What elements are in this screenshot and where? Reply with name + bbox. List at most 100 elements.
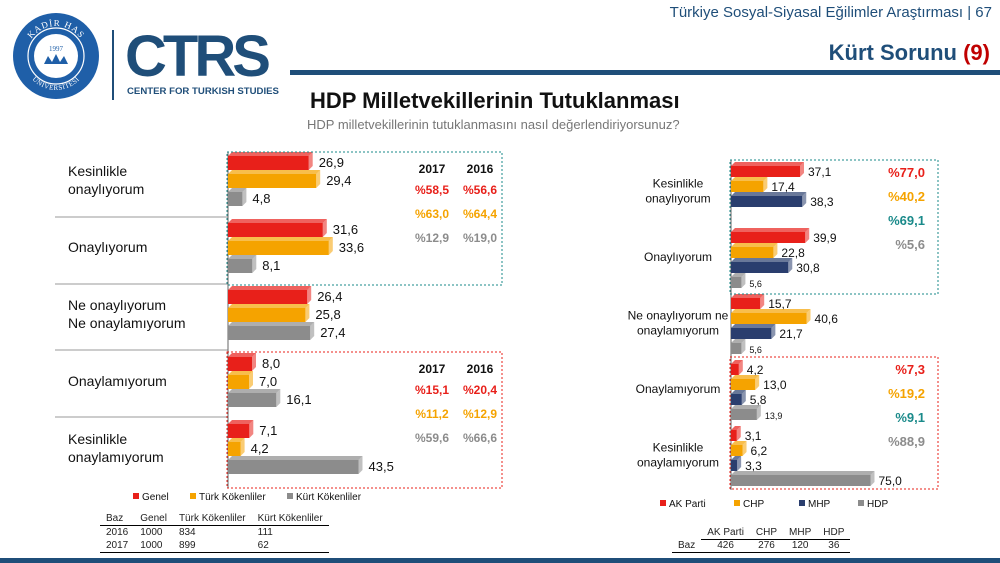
- category-label: Kesinlikle: [68, 431, 127, 447]
- bar-front-face: [731, 166, 801, 177]
- data-label: 4,2: [251, 441, 269, 456]
- bar-front-face: [731, 247, 774, 258]
- summary-year: 2017: [419, 162, 446, 176]
- base-cell: 2016: [106, 527, 129, 538]
- data-label: 27,4: [320, 325, 345, 340]
- base-cell: 1000: [134, 539, 173, 553]
- survey-question: HDP milletvekillerinin tutuklanmasını na…: [307, 117, 680, 132]
- legend-swatch: [287, 493, 293, 499]
- bar-front-face: [731, 409, 757, 420]
- bar-chp: [731, 309, 811, 324]
- bar-kürt-kökenliler: [228, 255, 257, 273]
- bar-front-face: [228, 308, 306, 322]
- summary-value: %40,2: [888, 189, 925, 204]
- bar-side-face: [760, 294, 765, 309]
- bar-side-face: [756, 405, 761, 420]
- bar-side-face: [805, 228, 810, 243]
- summary-box: [729, 159, 939, 295]
- bar-top-face: [228, 389, 281, 393]
- base-header-col: MHP: [783, 527, 818, 540]
- base-cell: 62: [251, 539, 329, 553]
- bar-top-face: [731, 294, 765, 298]
- bar-chp: [731, 177, 768, 192]
- bar-front-face: [228, 241, 329, 255]
- bar-top-face: [228, 438, 245, 442]
- bar-side-face: [788, 258, 793, 273]
- summary-value: %15,1: [415, 383, 449, 397]
- section-title-text: Kürt Sorunu: [828, 40, 957, 65]
- data-label: 43,5: [369, 459, 394, 474]
- data-label: 26,9: [319, 155, 344, 170]
- data-label: 37,1: [808, 165, 832, 179]
- data-label: 5,8: [750, 393, 767, 407]
- bar-top-face: [731, 360, 743, 364]
- summary-value: %19,0: [463, 231, 497, 245]
- bar-front-face: [731, 262, 789, 273]
- bar-kürt-kökenliler: [228, 322, 315, 340]
- bar-kürt-kökenliler: [228, 389, 281, 407]
- bar-side-face: [800, 162, 805, 177]
- bar-front-face: [731, 364, 739, 375]
- bar-front-face: [228, 290, 308, 304]
- category-label: Onaylamıyorum: [636, 382, 721, 396]
- chart-title: HDP Milletvekillerinin Tutuklanması: [310, 88, 680, 113]
- bar-top-face: [228, 255, 257, 259]
- category-label: Ne onaylıyorum ne: [628, 309, 729, 323]
- bar-hdp: [731, 339, 746, 354]
- bar-top-face: [228, 152, 313, 156]
- bar-top-face: [731, 192, 807, 196]
- bar-side-face: [741, 390, 746, 405]
- bar-side-face: [322, 219, 327, 237]
- bar-front-face: [731, 445, 743, 456]
- category-label: onaylamıyorum: [68, 449, 164, 465]
- bar-side-face: [240, 438, 245, 456]
- data-label: 29,4: [326, 173, 351, 188]
- category-label: Onaylıyorum: [644, 250, 712, 264]
- data-label: 13,9: [765, 411, 783, 421]
- base-cell: 2017: [100, 539, 135, 553]
- bar-hdp: [731, 405, 761, 420]
- bar-top-face: [228, 188, 247, 192]
- bar-top-face: [731, 405, 761, 409]
- data-label: 26,4: [317, 289, 342, 304]
- summary-value: %77,0: [888, 165, 925, 180]
- bar-side-face: [242, 188, 247, 206]
- bar-side-face: [308, 152, 313, 170]
- bar-front-face: [731, 328, 772, 339]
- bar-top-face: [228, 371, 253, 375]
- bar-side-face: [310, 322, 315, 340]
- bar-top-face: [731, 243, 778, 247]
- bar-front-face: [731, 343, 742, 354]
- bar-side-face: [249, 420, 254, 438]
- data-label: 40,6: [815, 312, 839, 326]
- category-label: onaylıyorum: [68, 181, 144, 197]
- data-label: 4,8: [252, 191, 270, 206]
- summary-value: %9,1: [895, 410, 925, 425]
- base-header-col: Genel: [134, 512, 173, 526]
- base-cell: 111: [257, 527, 273, 538]
- bar-side-face: [736, 426, 741, 441]
- bar-top-face: [228, 456, 363, 460]
- bar-top-face: [228, 170, 321, 174]
- bar-side-face: [806, 309, 811, 324]
- category-label: onaylamıyorum: [637, 456, 719, 470]
- bar-mhp: [731, 390, 746, 405]
- legend-label: CHP: [743, 499, 764, 510]
- bar-side-face: [305, 304, 310, 322]
- bar-side-face: [276, 389, 281, 407]
- summary-value: %56,6: [463, 183, 497, 197]
- bar-genel: [228, 286, 312, 304]
- bar-front-face: [228, 393, 277, 407]
- bar-top-face: [731, 426, 741, 430]
- data-label: 7,0: [259, 374, 277, 389]
- bar-top-face: [731, 441, 747, 445]
- summary-value: %69,1: [888, 213, 925, 228]
- legend-label: MHP: [808, 499, 831, 510]
- bar-mhp: [731, 258, 793, 273]
- summary-value: %7,3: [895, 362, 925, 377]
- summary-value: %88,9: [888, 434, 925, 449]
- base-header-col: CHP: [749, 527, 784, 540]
- bar-chp: [731, 375, 760, 390]
- bar-front-face: [228, 442, 241, 456]
- bar-front-face: [731, 181, 764, 192]
